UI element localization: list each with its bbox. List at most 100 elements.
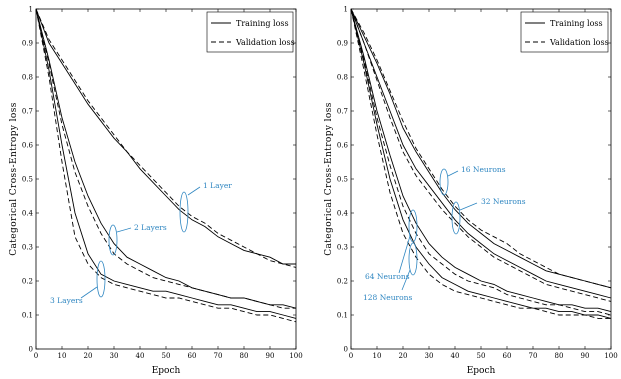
left-x-tick-label: 40 [136,352,145,360]
annotation-leader-2-layers [116,227,132,233]
right-x-tick-label: 40 [451,352,460,360]
annotation-leader-16-neurons [447,170,459,177]
left-legend-validation-label: Validation loss [235,38,295,47]
annotation-label-2-layers: 2 Layers [134,223,167,232]
right-x-tick-label: 60 [503,352,512,360]
left-legend: Training loss Validation loss [206,11,295,53]
left-annotations [80,186,201,299]
left-x-axis-label: Epoch [152,366,181,376]
series-32-neurons-training-line [350,8,612,299]
left-legend-training-label: Training loss [236,19,289,28]
left-y-tick-label: 0.4 [22,210,34,218]
right-y-tick-label: 0.1 [337,312,348,320]
left-x-tick-label: 50 [162,352,171,360]
left-y-tick-label: 0.2 [22,278,33,286]
left-series-lines [35,8,297,323]
series-128-neurons-training-line [350,8,612,319]
left-y-tick-label: 0 [29,346,33,354]
left-panel: 0 10 20 30 40 50 60 70 80 90 100 0 0.1 0.2 0.3 0.4 0.5 0.… [9,6,303,377]
right-y-tick-label: 0.7 [337,108,348,116]
annotation-label-64-neurons: 64 Neurons [365,272,410,281]
left-x-tick-label: 10 [58,352,67,360]
series-2-layers-training-line [35,8,297,309]
annotation-label-1-layer: 1 Layer [203,181,232,190]
series-32-neurons-validation-line [350,8,612,302]
series-1-layer-validation-line [35,8,297,268]
series-1-layer-training-line [35,8,296,265]
right-legend-training-label: Training loss [550,19,603,28]
left-y-tick-label: 0.3 [22,244,33,252]
annotation-leader-32-neurons [459,202,478,211]
left-y-tick-label: 0.9 [22,40,33,48]
annotation-label-32-neurons: 32 Neurons [481,197,526,206]
right-annotations [398,168,478,291]
right-x-tick-label: 0 [349,352,353,360]
annotation-ellipse-64-neurons [408,209,418,243]
left-x-tick-label: 100 [289,352,302,360]
left-x-tick-label: 60 [188,352,197,360]
annotation-leader-128-neurons [401,269,411,291]
series-3-layers-training-line [35,8,297,319]
right-y-tick-label: 1 [344,6,348,14]
right-ticks: 0 10 20 30 40 50 60 70 80 90 100 0 0.1 0.2 0.3 0.4 0.5 0.… [337,6,618,361]
right-x-tick-label: 10 [373,352,382,360]
right-x-tick-label: 90 [581,352,590,360]
right-y-tick-label: 0.5 [337,176,348,184]
right-x-tick-label: 20 [399,352,408,360]
left-x-tick-label: 20 [84,352,93,360]
right-x-tick-label: 80 [555,352,564,360]
right-x-axis-label: Epoch [467,366,496,376]
left-x-tick-label: 80 [240,352,249,360]
right-legend: Training loss Validation loss [520,11,609,53]
left-x-tick-label: 0 [34,352,38,360]
annotation-ellipse-128-neurons [408,242,418,276]
series-64-neurons-validation-line [350,8,612,316]
series-128-neurons-validation-line [350,8,611,319]
right-y-tick-label: 0 [344,346,348,354]
right-legend-validation-label: Validation loss [549,38,609,47]
left-y-tick-label: 0.1 [22,312,33,320]
left-x-tick-label: 30 [110,352,119,360]
left-y-tick-label: 0.8 [22,74,33,82]
left-x-tick-label: 70 [214,352,223,360]
annotation-leader-3-layers [80,286,98,299]
right-y-axis-label: Categorical Cross-Entropy loss [324,102,334,256]
annotation-ellipse-16-neurons [439,168,449,196]
right-series-lines [350,8,612,319]
right-legend-box [520,11,609,53]
right-x-tick-label: 30 [425,352,434,360]
annotation-ellipse-3-layers [96,260,106,298]
left-legend-box [206,11,294,53]
annotation-ellipse-32-neurons [451,201,461,235]
right-y-tick-label: 0.2 [337,278,348,286]
left-y-tick-label: 0.5 [22,176,33,184]
left-y-tick-label: 1 [29,6,33,14]
left-x-tick-label: 90 [266,352,275,360]
right-x-tick-label: 50 [477,352,486,360]
left-y-tick-label: 0.6 [22,142,34,150]
left-y-axis-label: Categorical Cross-Entropy loss [9,102,19,256]
right-x-tick-label: 70 [529,352,538,360]
left-y-tick-label: 0.7 [22,108,33,116]
annotation-ellipse-1-layer [179,191,189,233]
right-y-tick-label: 0.6 [337,142,349,150]
right-y-tick-label: 0.3 [337,244,348,252]
annotation-leader-1-layer [187,186,201,196]
annotation-label-16-neurons: 16 Neurons [461,165,506,174]
series-64-neurons-training-line [350,8,612,313]
right-y-tick-label: 0.8 [337,74,348,82]
annotation-label-128-neurons: 128 Neurons [363,293,412,302]
series-16-neurons-validation-line [350,8,612,289]
series-2-layers-validation-line [35,8,296,309]
series-16-neurons-training-line [350,8,612,289]
right-x-tick-label: 100 [604,352,617,360]
series-3-layers-validation-line [35,8,297,323]
annotation-ellipse-2-layers [108,224,118,256]
annotation-leader-64-neurons [398,235,411,274]
annotation-label-3-layers: 3 Layers [50,296,83,305]
right-panel: 0 10 20 30 40 50 60 70 80 90 100 0 0.1 0.2 0.3 0.4 0.5 0.… [324,6,618,377]
right-y-tick-label: 0.4 [337,210,349,218]
right-y-tick-label: 0.9 [337,40,348,48]
left-ticks: 0 10 20 30 40 50 60 70 80 90 100 0 0.1 0.2 0.3 0.4 0.5 0.… [22,6,303,361]
